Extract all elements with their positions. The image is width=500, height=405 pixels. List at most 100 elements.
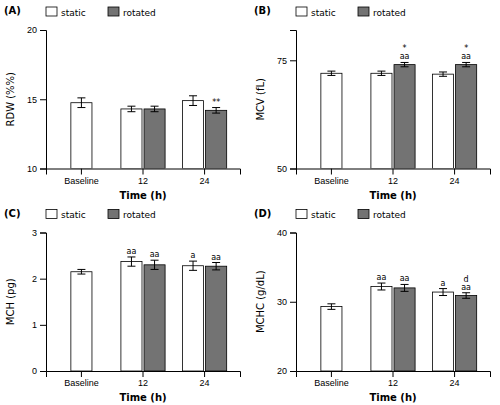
bar: [394, 288, 415, 371]
tick: Baseline: [64, 371, 99, 388]
tick-mark: [204, 169, 205, 175]
x-axis-title: Time (h): [119, 190, 166, 201]
y-axis: 203040: [277, 228, 297, 377]
error-bar: [439, 72, 447, 76]
error-bar: [127, 106, 135, 112]
axis-line: [47, 169, 241, 175]
tick-label: 10: [27, 164, 37, 174]
error-bar: [151, 106, 159, 112]
error-bar: [151, 260, 159, 269]
legend-item: rotated: [108, 7, 156, 18]
marks: [71, 96, 227, 169]
tick-mark: [40, 169, 46, 170]
tick: 24: [450, 371, 460, 388]
marks: [71, 257, 227, 371]
tick-label: 15: [27, 95, 37, 105]
annotation: aa: [377, 273, 387, 282]
axis-line: [40, 31, 47, 170]
error-bar: [327, 71, 335, 75]
bar: [144, 109, 165, 169]
tick: Baseline: [64, 169, 99, 186]
y-axis: 10 15 20: [27, 25, 47, 174]
legend-swatch: [296, 210, 307, 219]
tick: 12: [388, 169, 398, 186]
axis-line: [297, 169, 491, 175]
bar: [371, 287, 392, 371]
error-bar: [462, 62, 470, 66]
bar: [432, 74, 453, 168]
legend-swatch: [358, 210, 369, 219]
annotation: a: [191, 251, 196, 260]
tick-mark: [290, 371, 296, 372]
tick-label: 12: [388, 176, 398, 186]
tick-label: 12: [138, 176, 148, 186]
annotation: a: [441, 279, 446, 288]
annotation: daa: [461, 275, 471, 292]
annotations: **: [212, 98, 220, 107]
axis-line: [290, 31, 297, 170]
legend-item: static: [46, 7, 86, 18]
annotation: **: [212, 98, 220, 107]
tick: Baseline: [314, 169, 349, 186]
error-bar: [189, 261, 197, 270]
plot-area: 5075Baseline1224*aa*aaTime (h)MCV (fL): [255, 31, 491, 201]
bar: [206, 266, 227, 371]
marks: [321, 62, 477, 168]
tick-mark: [40, 233, 46, 234]
error-bar: [127, 257, 135, 266]
bar: [456, 296, 477, 371]
x-axis-title: Time (h): [119, 392, 166, 403]
tick-label: 12: [388, 378, 398, 388]
legend-swatch: [296, 7, 307, 16]
tick-mark: [331, 371, 332, 377]
error-bar: [439, 289, 447, 296]
tick-mark: [81, 371, 82, 377]
tick-mark: [393, 371, 394, 377]
legend-item: rotated: [358, 7, 406, 18]
tick: 12: [388, 371, 398, 388]
tick: 12: [138, 169, 148, 186]
tick-label: 24: [200, 378, 210, 388]
bar: [182, 266, 203, 371]
legend-label: rotated: [373, 8, 406, 18]
legend-label: static: [311, 210, 336, 220]
x-axis: Baseline 12 24: [297, 371, 491, 388]
tick: 20: [27, 25, 46, 35]
tick: 2: [32, 274, 46, 284]
plot-area: 203040Baseline1224aaaaadaaTime (h)MCHC (…: [255, 228, 491, 403]
tick-mark: [331, 169, 332, 175]
tick-label: 3: [32, 228, 37, 238]
legend-item: static: [296, 7, 336, 18]
tick-mark: [143, 169, 144, 175]
tick: Baseline: [314, 371, 349, 388]
tick: 50: [277, 164, 296, 174]
axis-line: [290, 233, 297, 372]
tick-label: 50: [277, 164, 287, 174]
panel-label: (A): [4, 5, 21, 16]
legend-label: rotated: [123, 8, 156, 18]
error-bar: [401, 284, 409, 291]
annotations: aaaaaaa: [127, 247, 222, 262]
legend-label: static: [61, 8, 86, 18]
tick-label: 40: [277, 228, 287, 238]
tick-mark: [454, 371, 455, 377]
error-bar: [212, 108, 220, 114]
tick: 0: [32, 366, 46, 376]
tick-mark: [40, 325, 46, 326]
tick-label: 24: [450, 378, 460, 388]
plot-area: 0123Baseline1224aaaaaaaTime (h)MCH (pg): [5, 228, 241, 403]
panel: 5075Baseline1224*aa*aaTime (h)MCV (fL)(B…: [254, 5, 491, 201]
tick: 30: [277, 297, 296, 307]
axis-line: [40, 233, 47, 372]
y-axis-title: MCHC (g/dL): [255, 270, 266, 333]
tick-label: 24: [200, 176, 210, 186]
tick-label: 24: [450, 176, 460, 186]
legend-label: rotated: [373, 210, 406, 220]
error-bar: [189, 96, 197, 106]
panel-label: (B): [254, 5, 271, 16]
tick-label: Baseline: [64, 378, 99, 388]
legend: static rotated: [296, 7, 406, 18]
legend-swatch: [46, 210, 57, 219]
panel: 203040Baseline1224aaaaadaaTime (h)MCHC (…: [254, 208, 491, 404]
tick: 24: [450, 169, 460, 186]
